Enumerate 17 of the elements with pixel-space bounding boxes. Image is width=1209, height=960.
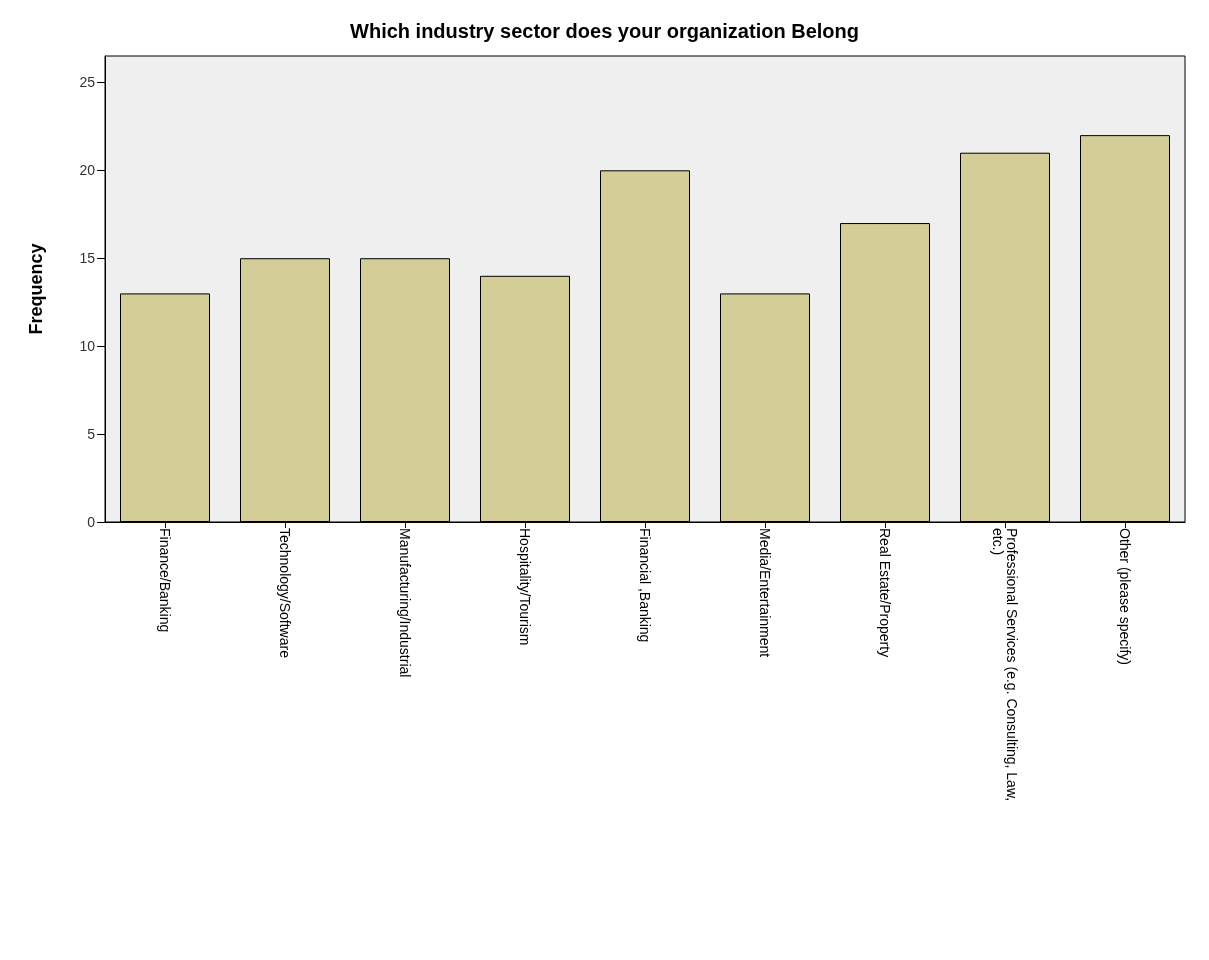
y-tick-label: 10 [79, 338, 96, 355]
x-tick-label: Hospitality/Tourism [517, 528, 533, 646]
y-tick-label: 5 [87, 426, 96, 443]
y-tick-label: 15 [79, 250, 96, 267]
x-tick-label: Financial ,Banking [637, 528, 653, 643]
y-tick-label: 20 [79, 162, 96, 179]
x-tick-label: Finance/Banking [157, 528, 173, 633]
y-tick-label: 0 [87, 514, 96, 530]
x-tick-label: Manufacturing/Industrial [397, 528, 413, 678]
x-tick-label: Technology/Software [277, 528, 293, 659]
x-tick-label: Professional Services (e.g. Consulting, Law, etc.) [990, 528, 1020, 802]
x-tick-label: Other (please specify) [1117, 528, 1133, 665]
x-tick-label: Real Estate/Property [877, 528, 893, 658]
y-tick-label: 25 [79, 74, 96, 91]
chart-title: Which industry sector does your organization Belong [350, 20, 859, 42]
y-axis-title: Frequency [26, 243, 46, 335]
x-tick-label: Media/Entertainment [757, 528, 773, 658]
